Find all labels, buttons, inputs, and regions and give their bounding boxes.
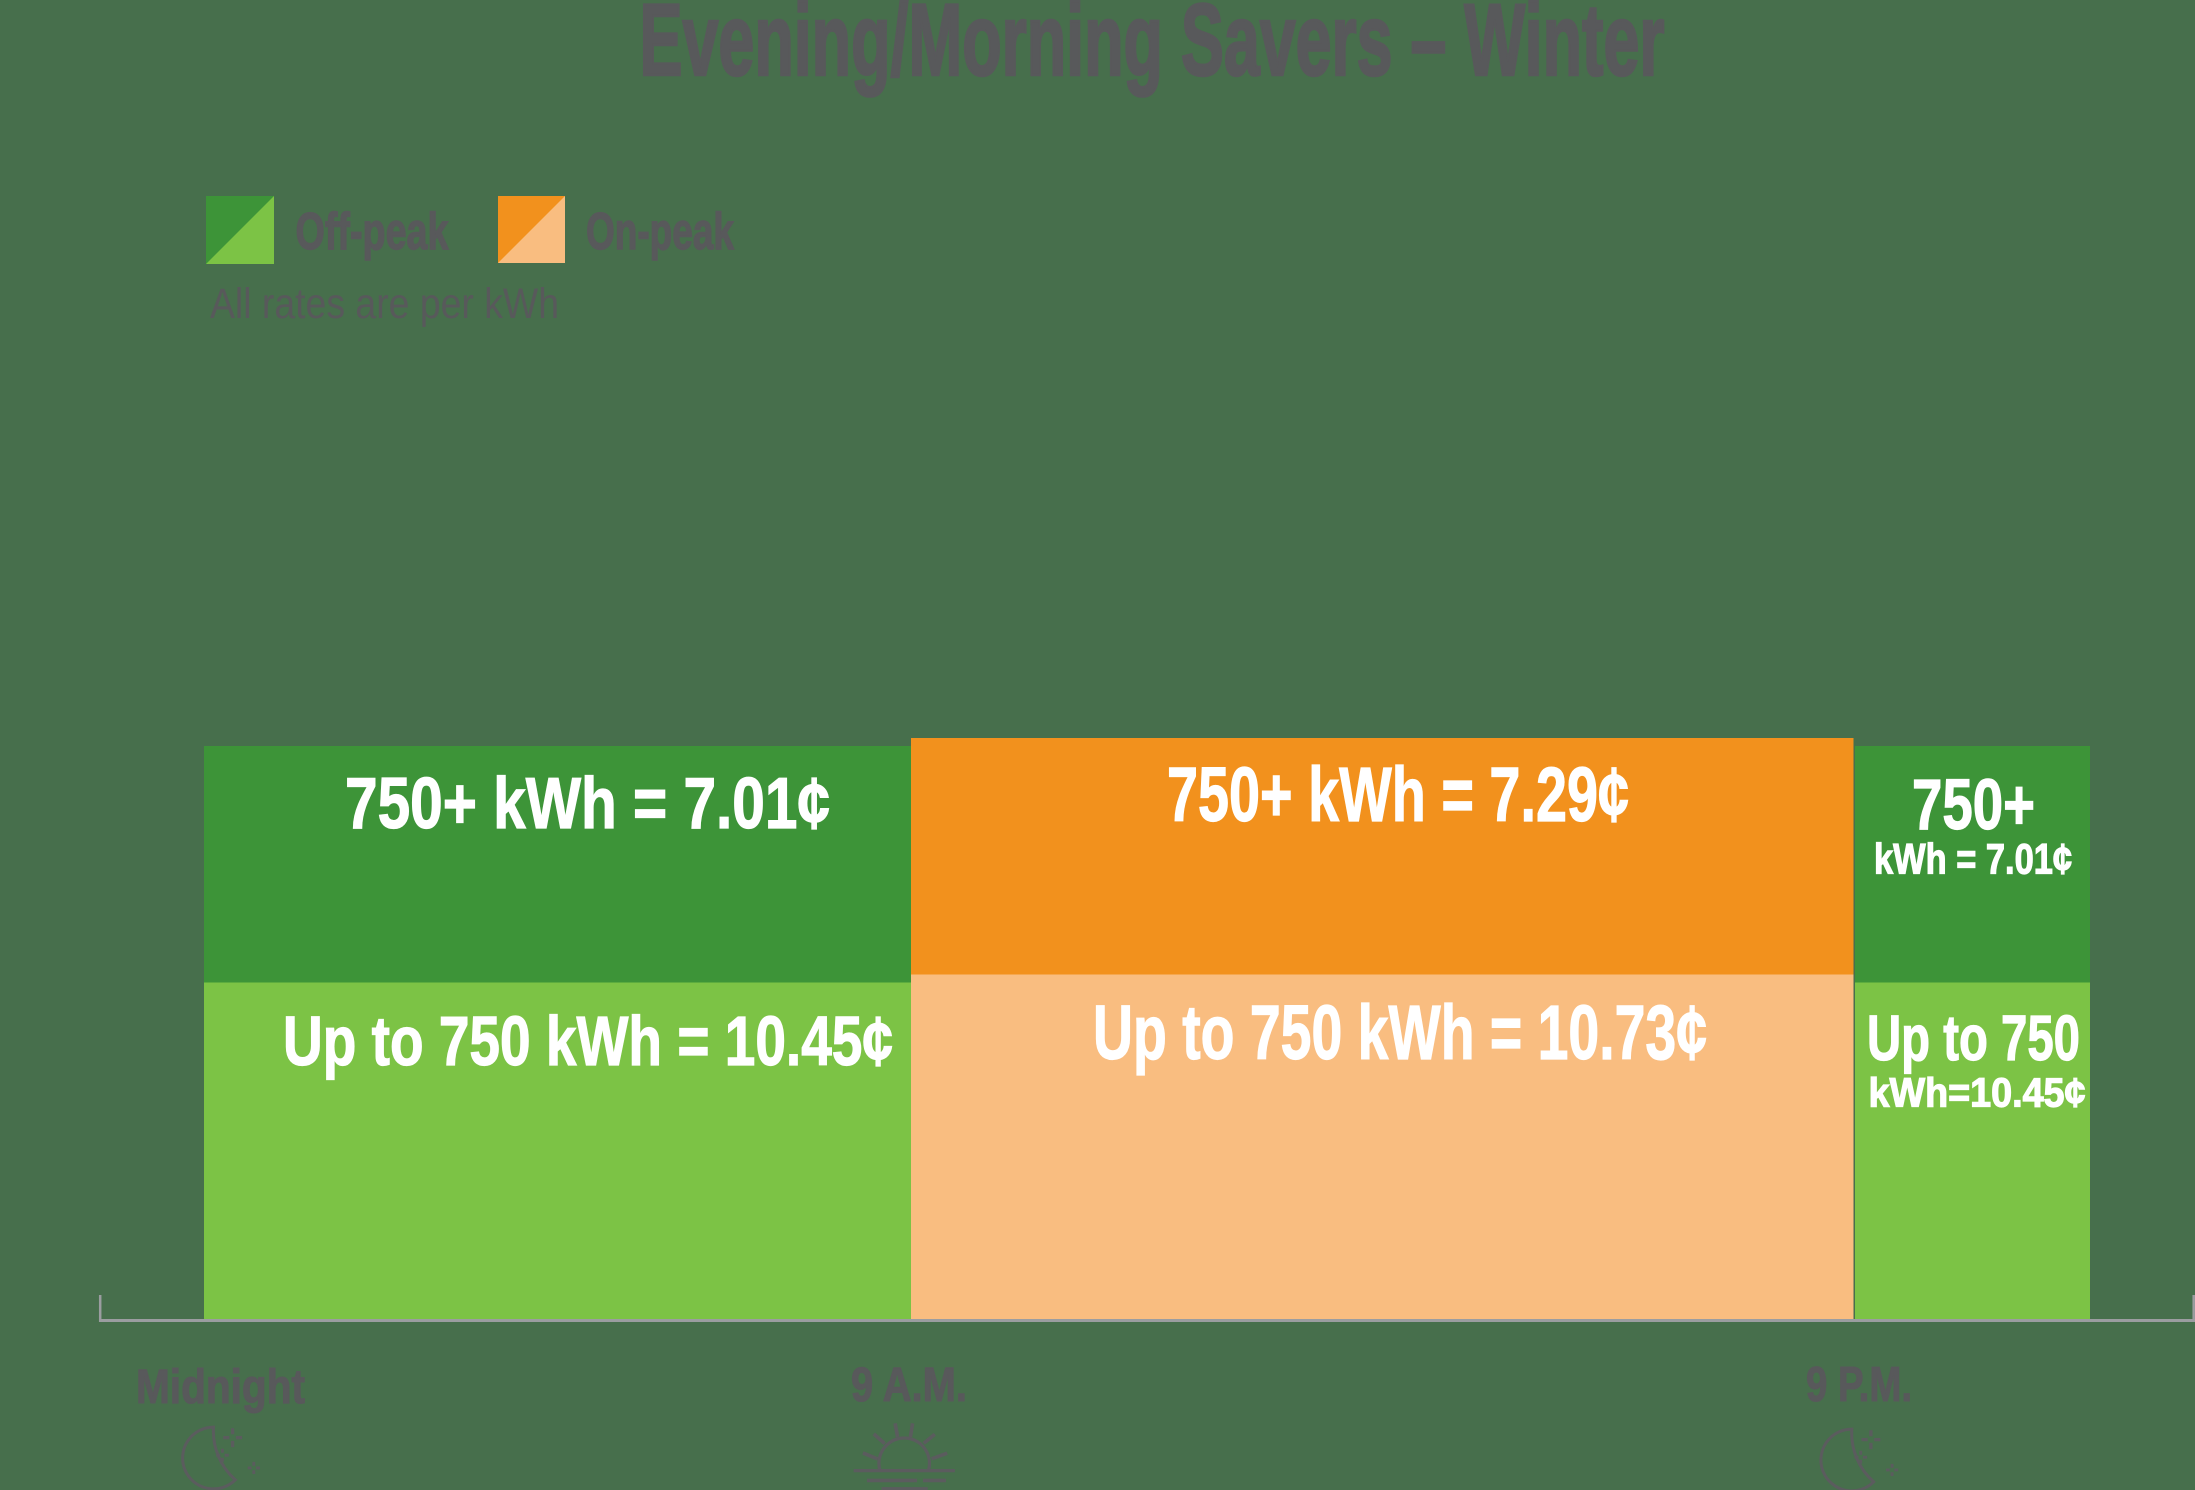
svg-text:750+ kWh = 7.29¢: 750+ kWh = 7.29¢ xyxy=(1167,752,1629,838)
svg-text:kWh = 7.01¢: kWh = 7.01¢ xyxy=(1874,836,2072,883)
svg-text:Evening/Morning Savers – Winte: Evening/Morning Savers – Winter xyxy=(640,0,1665,97)
svg-text:Midnight: Midnight xyxy=(136,1361,305,1414)
svg-text:kWh=10.45¢: kWh=10.45¢ xyxy=(1869,1070,2086,1116)
svg-text:On-peak: On-peak xyxy=(586,203,735,261)
svg-text:750+: 750+ xyxy=(1912,766,2035,845)
svg-text:Off-peak: Off-peak xyxy=(296,203,450,261)
svg-text:Up to 750: Up to 750 xyxy=(1867,1002,2080,1074)
svg-text:9 P.M.: 9 P.M. xyxy=(1806,1357,1912,1412)
svg-text:All rates are per kWh: All rates are per kWh xyxy=(210,280,559,327)
svg-text:750+ kWh = 7.01¢: 750+ kWh = 7.01¢ xyxy=(345,763,830,844)
svg-text:9 A.M.: 9 A.M. xyxy=(851,1359,967,1412)
svg-text:Up to 750 kWh = 10.45¢: Up to 750 kWh = 10.45¢ xyxy=(283,1002,893,1080)
svg-text:Up to 750 kWh = 10.73¢: Up to 750 kWh = 10.73¢ xyxy=(1093,990,1707,1076)
